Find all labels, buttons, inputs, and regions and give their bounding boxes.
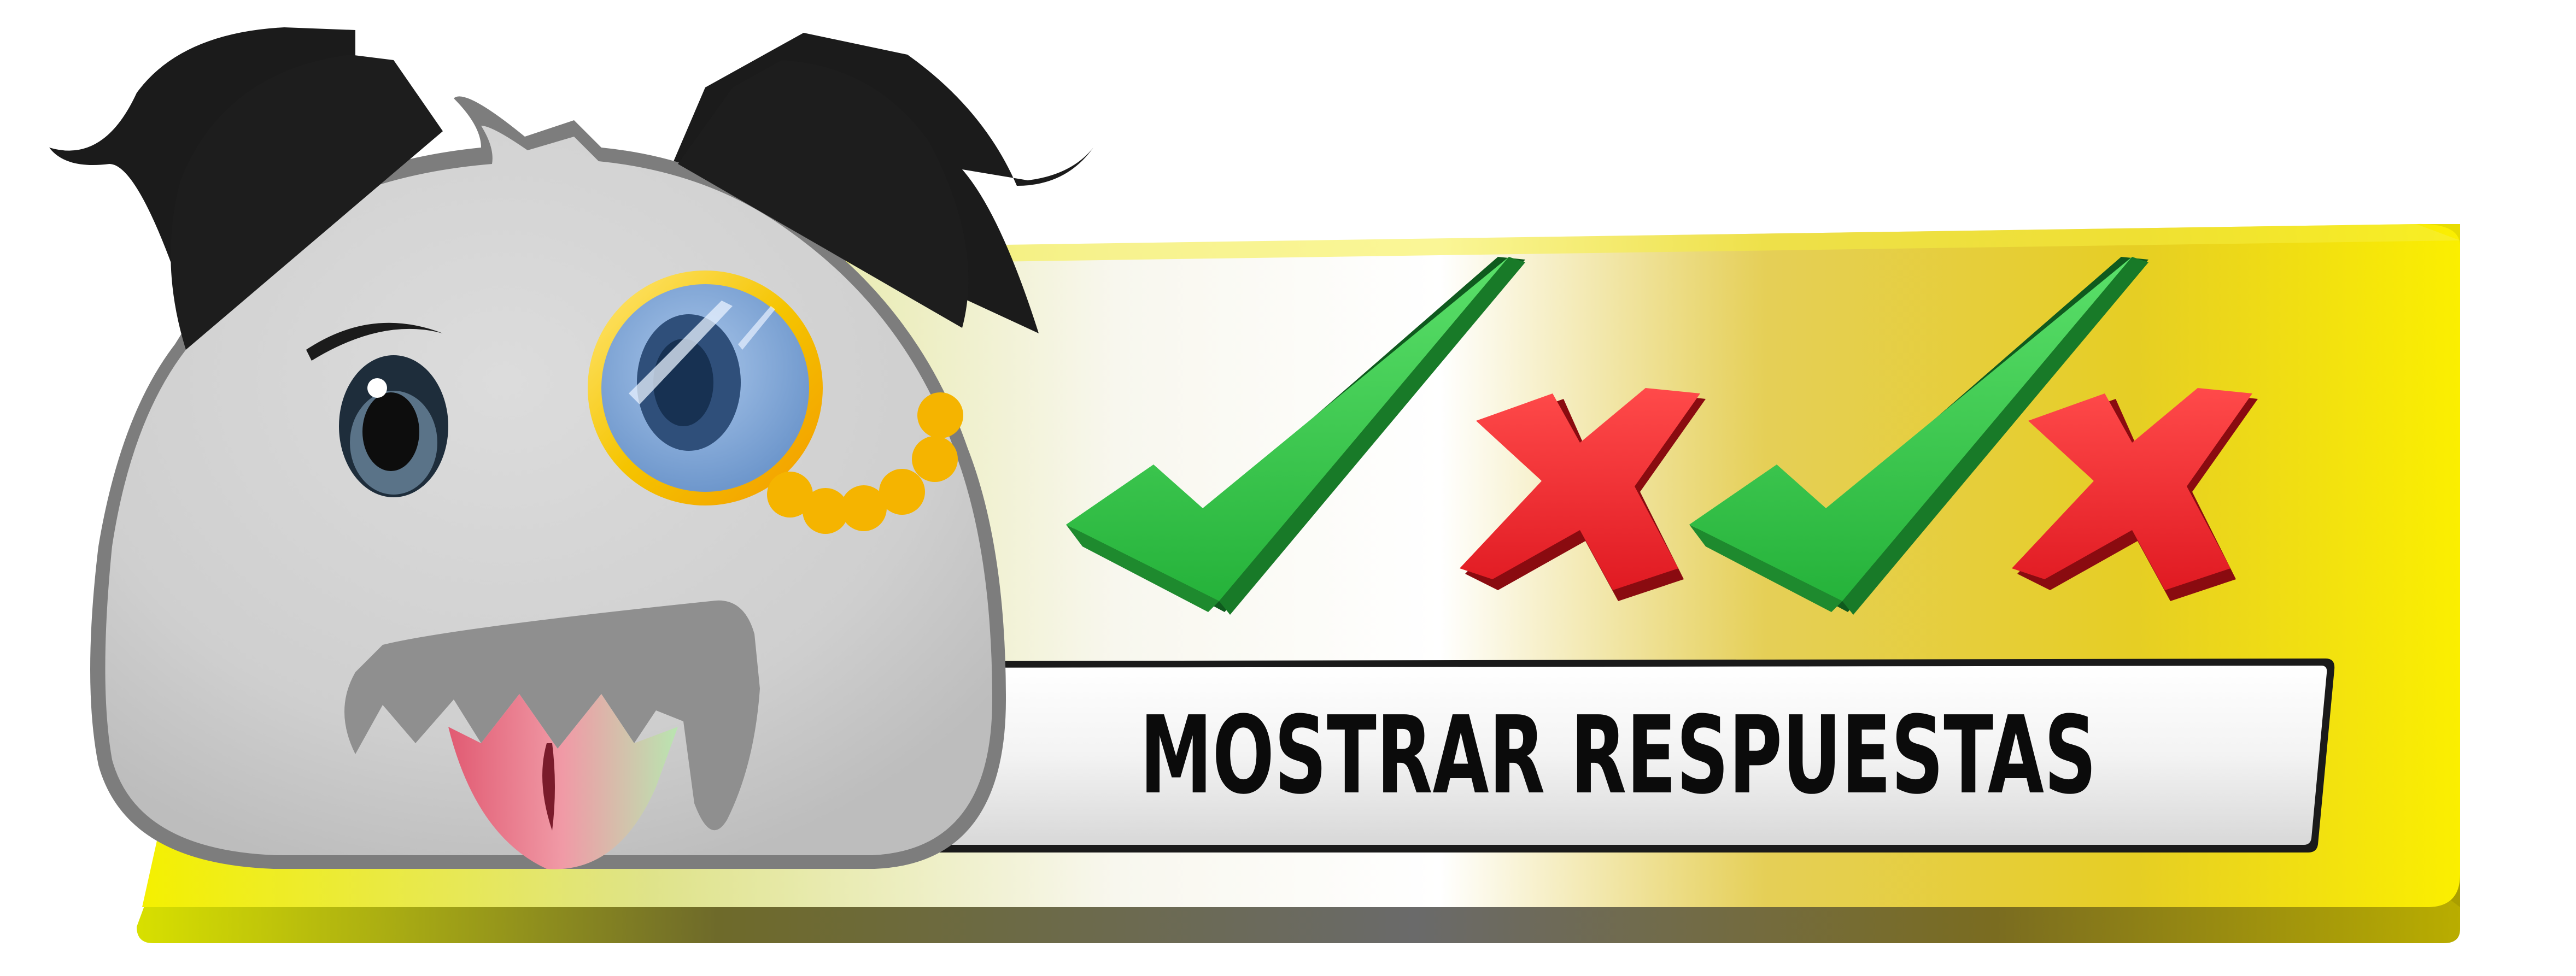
monocle-mascot-icon — [49, 27, 1093, 869]
checkmark-icon-1 — [1066, 257, 1525, 615]
cross-icon-2 — [2012, 388, 2258, 601]
cross-icon-1 — [1460, 388, 1706, 601]
label-bar — [897, 658, 2335, 852]
checkmark-icon-2 — [1689, 257, 2148, 615]
